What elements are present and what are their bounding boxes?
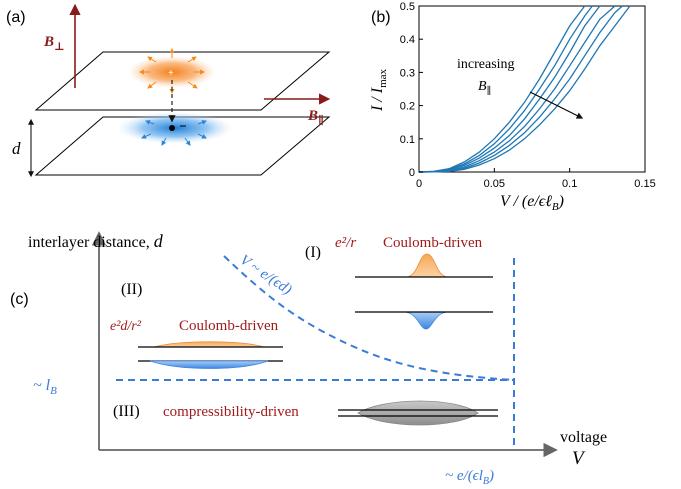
y-tick-label: 0.3 — [400, 67, 415, 79]
regime-II-formula: e²d/r² — [110, 319, 142, 334]
y-tick-label: 0.5 — [400, 1, 415, 13]
bottom-plate — [34, 116, 331, 176]
x-tick-label: 0.05 — [484, 178, 505, 190]
regime-I-blue-peak — [403, 311, 449, 330]
lb-label: ~ lB — [33, 377, 57, 397]
panel-b: (b) 0 0.05 0.1 0.15 0 0.1 0.2 0.3 0.4 0.5 increa… — [369, 1, 656, 213]
regime-I: (I) e²/r Coulomb-driven — [305, 235, 493, 330]
regime-II-label: (II) — [121, 281, 142, 298]
y-ticks: 0 0.1 0.2 0.3 0.4 0.5 — [400, 1, 423, 179]
regime-I-label: (I) — [305, 244, 321, 261]
panel-b-label: (b) — [371, 9, 391, 26]
series-line-3 — [418, 5, 601, 173]
x-tick-label: 0 — [416, 178, 422, 190]
panel-a: (a) + B⊥ — [6, 3, 331, 178]
regime-I-orange-peak — [405, 253, 449, 278]
y-axis-label: I / Imax — [369, 68, 389, 112]
panel-c: (c) interlayer distance, d voltage V V ~… — [10, 231, 607, 487]
c-x-axis-label: voltage — [560, 429, 607, 446]
b-par-label: B∥ — [307, 108, 324, 127]
c-x-axis-var: V — [572, 448, 586, 469]
regime-I-formula: e²/r — [335, 235, 356, 251]
regime-III-label: (III) — [113, 403, 140, 420]
regime-II: (II) e²d/r² Coulomb-driven — [110, 281, 283, 369]
increasing-label: increasing — [457, 57, 515, 72]
b-perp-label: B⊥ — [43, 34, 65, 53]
panel-c-label: (c) — [10, 291, 29, 308]
boundary-curve — [223, 255, 515, 381]
y-tick-label: 0 — [409, 167, 415, 179]
y-tick-label: 0.4 — [400, 34, 415, 46]
x-tick-label: 0.15 — [634, 178, 655, 190]
regime-I-desc: Coulomb-driven — [383, 235, 483, 251]
y-tick-label: 0.1 — [400, 134, 415, 146]
x-axis-label: V / (e/ϵℓB) — [500, 193, 564, 213]
panel-a-label: (a) — [6, 9, 26, 26]
regime-II-orange — [153, 341, 265, 348]
series-line-6 — [418, 5, 631, 173]
vertical-line-label: ~ e/(ϵlB) — [445, 468, 494, 487]
plot-curves — [418, 5, 631, 173]
d-label: d — [12, 139, 21, 158]
increasing-arrow — [529, 91, 584, 119]
increasing-b-label: B∥ — [478, 79, 491, 97]
bottom-charge-arrows — [141, 120, 207, 146]
c-y-axis-label: interlayer distance, d — [28, 231, 164, 251]
y-tick-label: 0.2 — [400, 101, 415, 113]
x-tick-label: 0.1 — [562, 178, 577, 190]
plus-sign: + — [168, 68, 174, 79]
regime-III-desc: compressibility-driven — [163, 404, 299, 420]
regime-II-blue — [149, 360, 269, 369]
regime-III-gray-blob — [357, 400, 479, 426]
x-ticks: 0 0.05 0.1 0.15 — [416, 168, 656, 190]
regime-III: (III) compressibility-driven — [113, 400, 498, 426]
electron-dot — [169, 125, 175, 131]
top-charge-cloud — [128, 56, 216, 88]
plot-frame — [418, 5, 646, 173]
series-line-4 — [418, 5, 616, 173]
series-line-2 — [418, 5, 593, 173]
regime-II-desc: Coulomb-driven — [179, 318, 279, 334]
